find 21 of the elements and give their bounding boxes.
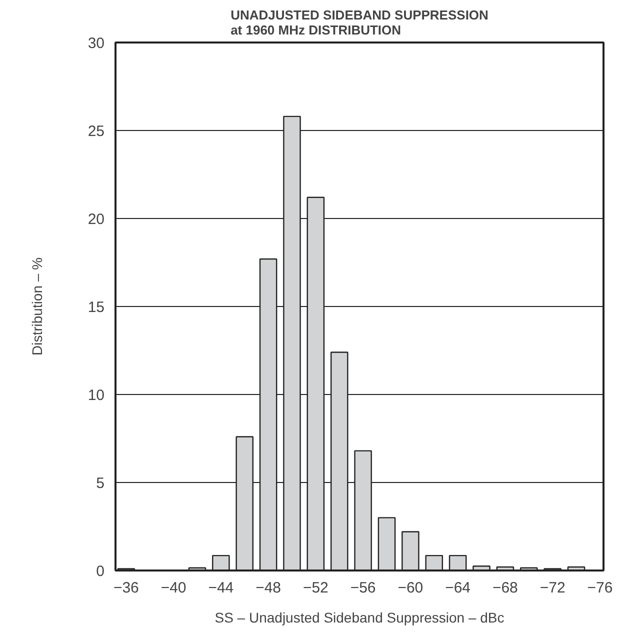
y-tick-label: 30: [88, 35, 105, 52]
x-tick-label: −64: [445, 580, 471, 596]
y-tick-label: 10: [88, 387, 105, 404]
x-tick-label: −72: [540, 580, 566, 596]
x-tick-label: −52: [302, 580, 328, 596]
x-tick-label: −56: [350, 580, 376, 596]
x-tick-label: −36: [113, 580, 139, 596]
x-tick-label: −68: [492, 580, 518, 596]
x-tick-label: −40: [160, 580, 186, 596]
x-tick-label: −44: [208, 580, 234, 596]
x-axis-title: SS – Unadjusted Sideband Suppression – dBc: [214, 610, 504, 626]
y-tick-label: 15: [88, 299, 105, 316]
y-tick-label: 25: [88, 123, 105, 140]
y-axis-title: Distribution – %: [28, 257, 45, 356]
y-tick-label: 20: [88, 211, 105, 228]
y-tick-label: 5: [96, 475, 104, 492]
x-tick-label: −48: [256, 580, 282, 596]
x-tick-label: −76: [587, 580, 613, 596]
y-tick-label: 0: [96, 563, 104, 580]
x-tick-label: −60: [398, 580, 424, 596]
chart-title: UNADJUSTED SIDEBAND SUPPRESSION at 1960 MHz DISTRIBUTION: [230, 8, 488, 38]
